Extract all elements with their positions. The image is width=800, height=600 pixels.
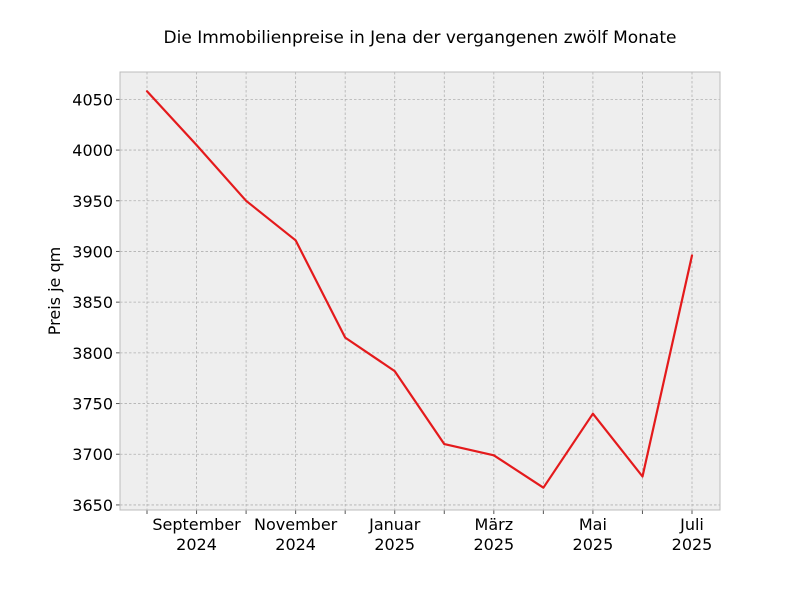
x-tick-label-year: 2025 [672, 535, 713, 554]
y-tick-label: 3900 [72, 242, 113, 261]
x-tick-label: Mai [579, 515, 607, 534]
x-tick-label: Januar [368, 515, 421, 534]
x-tick-label-year: 2025 [473, 535, 514, 554]
plot-frame [119, 71, 721, 511]
series-line [145, 90, 694, 489]
x-tick-labels: September2024November2024Januar2025März2… [152, 515, 712, 554]
x-tick-label-year: 2024 [176, 535, 217, 554]
chart-title: Die Immobilienpreise in Jena der vergang… [164, 28, 677, 48]
y-tick-label: 3950 [72, 192, 113, 211]
x-tick-label: März [475, 515, 514, 534]
tick-marks [116, 98, 693, 514]
x-tick-label-year: 2025 [573, 535, 614, 554]
y-tick-label: 4000 [72, 141, 113, 160]
x-tick-label: Juli [679, 515, 704, 534]
y-tick-label: 3650 [72, 496, 113, 515]
grid-lines [120, 72, 720, 510]
x-tick-label: September [152, 515, 241, 534]
y-tick-label: 3800 [72, 344, 113, 363]
y-tick-labels: 3650 3700 3750 3800 3850 3900 3950 4000 4050 [72, 90, 113, 515]
y-tick-label: 4050 [72, 90, 113, 109]
x-tick-label-year: 2025 [374, 535, 415, 554]
y-tick-label: 3700 [72, 445, 113, 464]
y-tick-label: 3850 [72, 293, 113, 312]
y-axis-label: Preis je qm [45, 247, 64, 335]
x-tick-label: November [254, 515, 338, 534]
plot-area [120, 72, 720, 510]
x-tick-label-year: 2024 [275, 535, 316, 554]
y-tick-label: 3750 [72, 395, 113, 414]
series-layer [145, 90, 694, 489]
